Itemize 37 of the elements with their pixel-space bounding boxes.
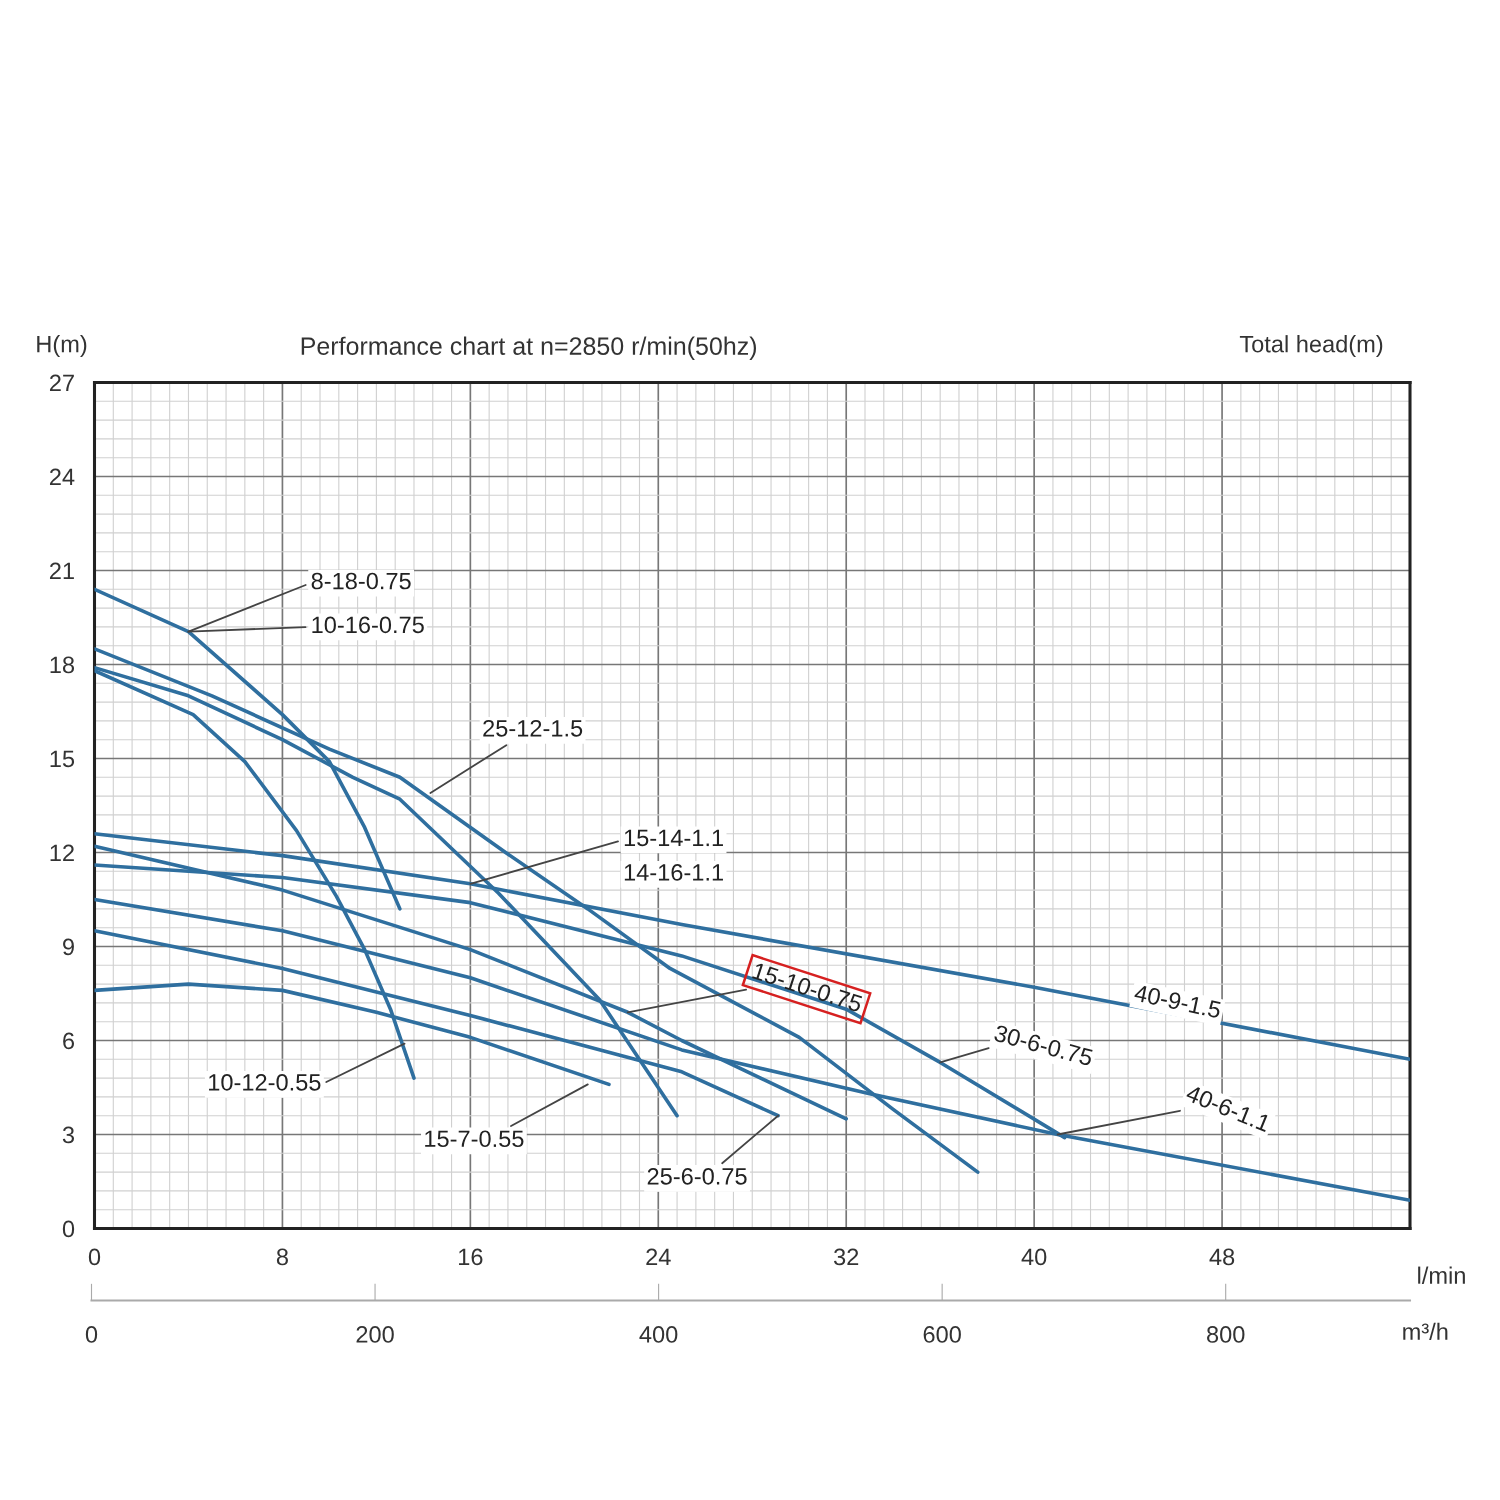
annotation: 40-9-1.5 (1133, 984, 1222, 1019)
annotation: 15-7-0.55 (425, 1130, 524, 1148)
chart-title: Performance chart at n=2850 r/min(50hz) (301, 336, 757, 360)
text: Total head(m) (1239, 335, 1383, 358)
y-tick-label: 9 (63, 938, 74, 956)
y-tick-label: 27 (49, 374, 74, 392)
x-tick-label: 8 (276, 1248, 288, 1266)
annotation: 25-12-1.5 (483, 719, 583, 737)
annotation: 8-18-0.75 (311, 572, 411, 590)
annotation: 25-6-0.75 (647, 1167, 747, 1185)
y-tick-label: 18 (50, 656, 75, 674)
annotation: 14-16-1.1 (624, 864, 723, 881)
annotation: 30-6-0.75 (993, 1024, 1094, 1067)
x2-axis-title: m³/h (1403, 1322, 1448, 1341)
y-tick-label: 21 (49, 562, 74, 580)
x2-tick-label: 0 (85, 1326, 98, 1343)
y-tick-label: 3 (62, 1126, 75, 1144)
x-tick-label: 48 (1209, 1248, 1235, 1266)
x-tick-label: 0 (88, 1248, 101, 1266)
x2-tick-label: 200 (356, 1326, 394, 1343)
x-tick-label: 40 (1021, 1248, 1047, 1266)
y-axis-title: H(m) (37, 335, 87, 358)
y-tick-label: 15 (50, 750, 75, 768)
x-tick-label: 32 (833, 1248, 859, 1266)
y-tick-label: 6 (63, 1032, 75, 1050)
x-axis-title: l/min (1418, 1266, 1465, 1284)
x-tick-label: 24 (646, 1248, 671, 1266)
annotation: 10-16-0.75 (312, 616, 424, 634)
y-tick-label: 0 (62, 1220, 75, 1238)
y-tick-label: 24 (49, 468, 75, 486)
x-tick-label: 16 (459, 1248, 483, 1266)
annotation: 10-12-0.55 (209, 1073, 321, 1091)
x2-tick-label: 800 (1207, 1326, 1245, 1343)
y-tick-label: 12 (50, 844, 74, 862)
x2-tick-label: 400 (639, 1326, 678, 1343)
x2-tick-label: 600 (923, 1326, 961, 1343)
annotation: 15-14-1.1 (624, 829, 723, 847)
